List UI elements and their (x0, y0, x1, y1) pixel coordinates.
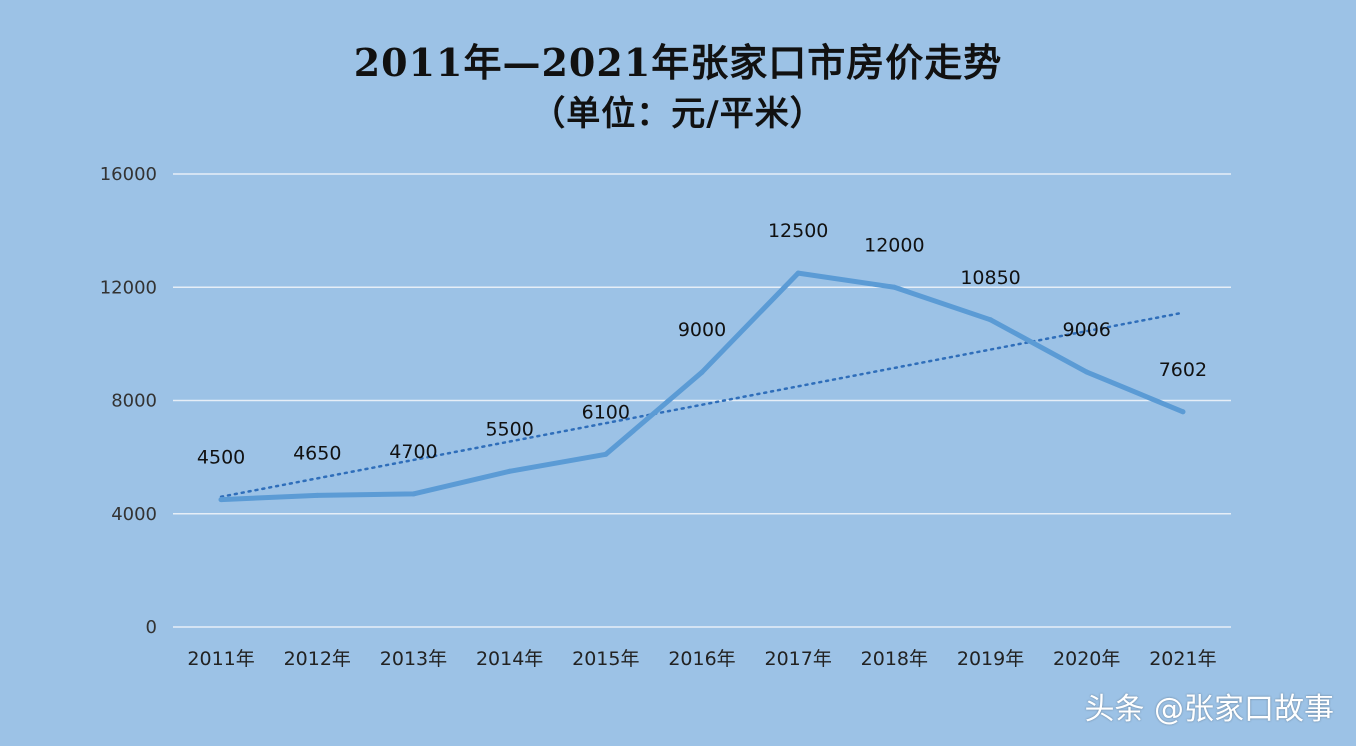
x-tick-label: 2015年 (572, 648, 639, 670)
data-label: 9000 (678, 319, 726, 341)
trendline-layer (219, 311, 1185, 499)
data-label: 12000 (864, 234, 924, 256)
x-tick-label: 2018年 (861, 648, 928, 670)
data-label: 4650 (293, 442, 341, 464)
data-label: 4700 (389, 441, 437, 463)
y-tick-label: 8000 (111, 391, 157, 412)
y-tick-label: 16000 (100, 164, 157, 185)
data-point (988, 317, 994, 323)
x-tick-label: 2012年 (284, 648, 351, 670)
data-point (891, 284, 897, 290)
data-label: 5500 (485, 418, 533, 440)
series-line (218, 270, 1186, 503)
x-tick-label: 2021年 (1149, 648, 1216, 670)
trendline (219, 311, 1185, 499)
y-tick-label: 4000 (111, 504, 157, 525)
data-point (314, 492, 320, 498)
data-label: 7602 (1159, 359, 1207, 381)
data-label: 10850 (960, 267, 1020, 289)
data-point (603, 451, 609, 457)
x-tick-label: 2014年 (476, 648, 543, 670)
chart-title: 2011年—2021年张家口市房价走势 (353, 40, 1003, 85)
data-labels: 4500 4650 4700 5500 6100 9000 12500 12000 10850 9… (197, 220, 1207, 469)
y-tick-label: 12000 (100, 277, 157, 298)
data-label: 6100 (582, 401, 630, 423)
data-point (507, 468, 513, 474)
y-tick-label: 0 (146, 617, 157, 638)
watermark: 头条 @张家口故事 (1084, 692, 1334, 727)
x-tick-label: 2013年 (380, 648, 447, 670)
x-tick-label: 2020年 (1053, 648, 1120, 670)
data-label: 4500 (197, 447, 245, 469)
x-tick-label: 2011年 (187, 648, 254, 670)
x-axis-ticks: 2011年 2012年 2013年 2014年 2015年 2016年 2017年 2018年… (187, 648, 1216, 670)
data-point (410, 491, 416, 497)
data-label: 12500 (768, 220, 828, 242)
series-layer (218, 270, 1186, 503)
data-point (699, 369, 705, 375)
x-tick-label: 2016年 (668, 648, 735, 670)
x-tick-label: 2019年 (957, 648, 1024, 670)
x-tick-label: 2017年 (765, 648, 832, 670)
data-point (1084, 369, 1090, 375)
data-point (1180, 409, 1186, 415)
data-point (218, 497, 224, 503)
y-axis-ticks: 0 4000 8000 12000 16000 (100, 164, 157, 638)
chart-subtitle: （单位：元/平米） (531, 94, 825, 134)
gridlines (173, 173, 1231, 628)
data-label: 9006 (1063, 319, 1111, 341)
data-point (795, 270, 801, 276)
